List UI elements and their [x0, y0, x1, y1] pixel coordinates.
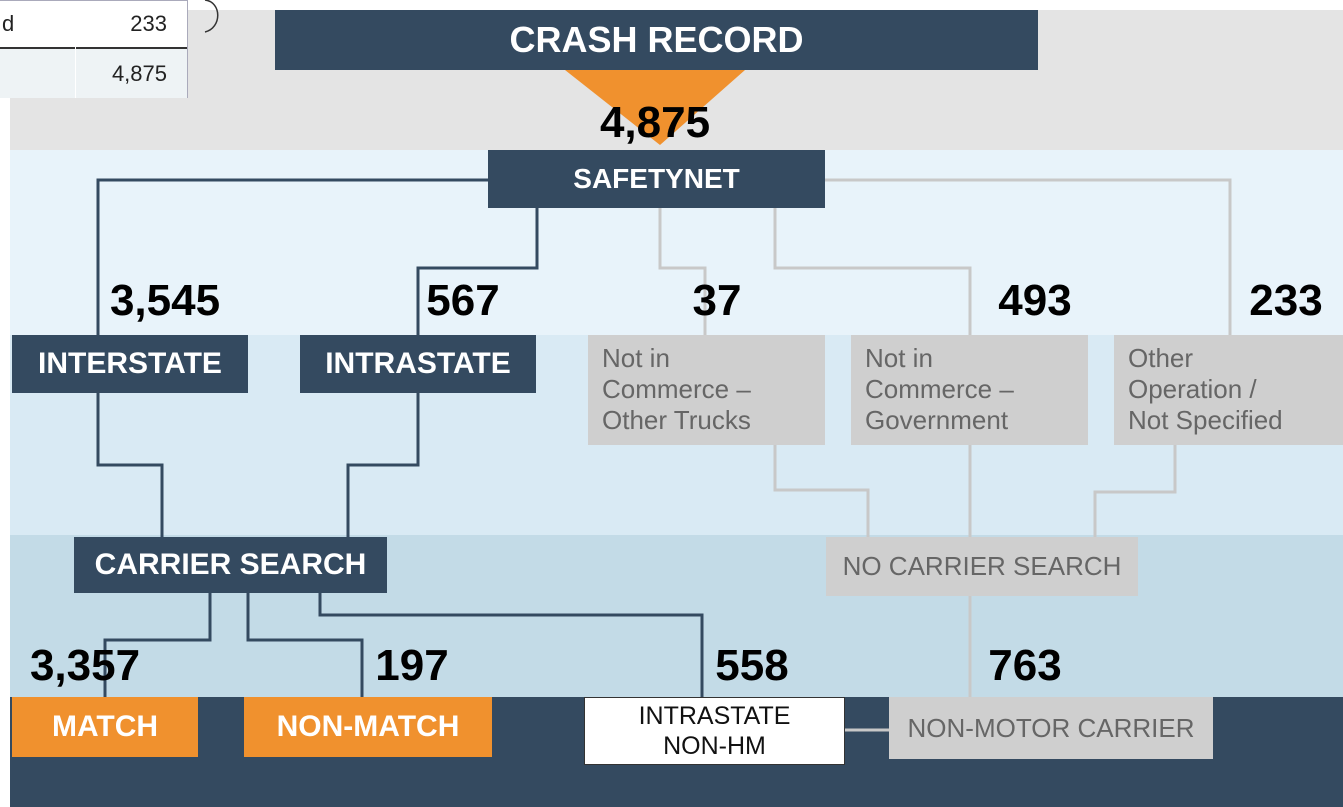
- table: d 233 4,875: [0, 0, 188, 98]
- node-line: Operation /: [1128, 374, 1257, 404]
- table-row: [0, 47, 187, 98]
- count: 197: [375, 641, 449, 690]
- count: 763: [988, 641, 1062, 690]
- table-cell: 4,875: [111, 60, 167, 86]
- connector: [825, 178, 1232, 335]
- node-line: Not Specified: [1128, 405, 1283, 435]
- node-line: Commerce –: [865, 374, 1014, 404]
- connector: [1093, 445, 1177, 537]
- node: Other Operation / Not Specified: [1114, 335, 1343, 445]
- connector: [658, 208, 707, 335]
- count: 3,357: [29, 641, 141, 690]
- node: Not in Commerce – Government: [851, 335, 1088, 445]
- node-line: Commerce –: [602, 374, 751, 404]
- count: 493: [998, 276, 1072, 325]
- node-line: INTRASTATE: [638, 702, 791, 730]
- connector: [346, 393, 420, 537]
- node-line: Government: [865, 405, 1009, 435]
- node: CRASH RECORD: [275, 10, 1038, 70]
- table-cell: d: [2, 11, 15, 36]
- connector: [773, 445, 870, 537]
- count: 37: [692, 276, 742, 325]
- connector: [416, 208, 539, 335]
- node: Not in Commerce – Other Trucks: [588, 335, 825, 445]
- table-divider: [75, 47, 76, 98]
- count: 233: [1249, 276, 1323, 325]
- node: INTRASTATE NON-HM: [584, 697, 845, 765]
- node-line: Not in: [865, 343, 933, 373]
- node: CARRIER SEARCH: [74, 537, 387, 593]
- node-line: Other: [1128, 343, 1194, 373]
- connector: [773, 208, 972, 335]
- connector: [318, 593, 704, 697]
- node-line: Not in: [602, 343, 670, 373]
- connector: [96, 178, 488, 335]
- count: 3,545: [109, 276, 221, 325]
- node: INTERSTATE: [12, 335, 248, 393]
- arrow: [565, 70, 745, 145]
- connector: [246, 593, 364, 697]
- node: NO CARRIER SEARCH: [826, 537, 1138, 596]
- node: MATCH: [12, 697, 198, 757]
- connector: [96, 393, 164, 537]
- count: 4,875: [599, 98, 711, 147]
- node: NON-MATCH: [244, 697, 492, 757]
- count: 558: [715, 641, 789, 690]
- connector: [103, 593, 212, 697]
- bracket: [204, 0, 219, 33]
- node-line: Other Trucks: [602, 405, 751, 435]
- node: INTRASTATE: [300, 335, 536, 393]
- count: 567: [426, 276, 500, 325]
- node-line: NON-HM: [663, 732, 766, 760]
- node: SAFETYNET: [488, 150, 825, 208]
- table-cell: 233: [130, 11, 167, 36]
- node: NON-MOTOR CARRIER: [889, 697, 1213, 759]
